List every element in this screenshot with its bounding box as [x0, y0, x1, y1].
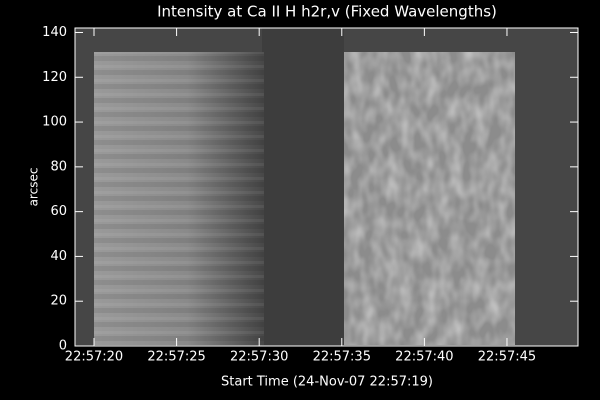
y-tick-label: 120 — [42, 70, 67, 85]
y-tick-label: 60 — [50, 204, 67, 219]
plot-frame — [74, 27, 579, 347]
x-tick-label: 22:57:45 — [478, 350, 536, 365]
y-tick-label: 40 — [50, 249, 67, 264]
x-tick-label: 22:57:35 — [313, 350, 371, 365]
y-tick-label: 140 — [42, 25, 67, 40]
y-axis-label: arcsec — [27, 168, 41, 207]
chart-title: Intensity at Ca II H h2r,v (Fixed Wavele… — [157, 3, 497, 21]
y-tick-label: 0 — [59, 339, 67, 354]
x-tick-label: 22:57:30 — [230, 350, 288, 365]
x-tick-label: 22:57:25 — [147, 350, 205, 365]
y-tick-label: 80 — [50, 159, 67, 174]
y-tick-label: 20 — [50, 294, 67, 309]
x-tick-label: 22:57:40 — [395, 350, 453, 365]
x-axis-label: Start Time (24-Nov-07 22:57:19) — [221, 375, 433, 390]
y-tick-label: 100 — [42, 115, 67, 130]
x-tick-label: 22:57:20 — [65, 350, 123, 365]
image-stripes — [94, 52, 264, 345]
gap-region — [262, 28, 344, 346]
image-texture — [344, 52, 515, 345]
